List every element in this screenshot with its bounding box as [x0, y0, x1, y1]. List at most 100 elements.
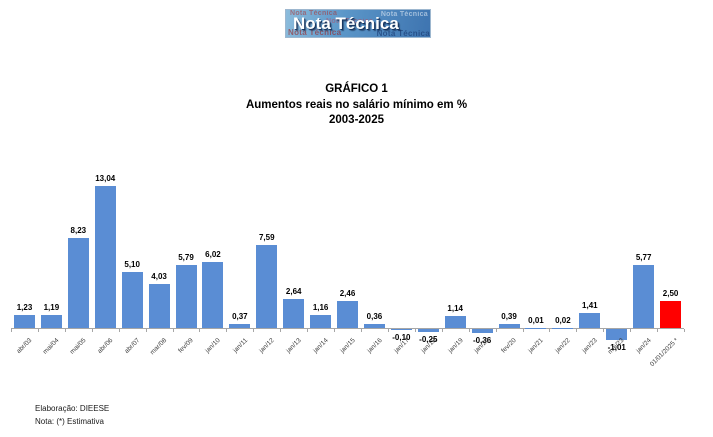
chart-title-block: GRÁFICO 1 Aumentos reais no salário míni… [0, 82, 713, 129]
bar-value-label: 1,16 [312, 303, 329, 313]
bar-value-label: 4,03 [151, 272, 167, 282]
x-axis-tick [468, 329, 470, 332]
x-axis-tick [387, 329, 389, 332]
x-axis-tick [603, 329, 605, 332]
bar-value-label: 2,46 [339, 289, 356, 299]
x-axis-tick [576, 329, 578, 332]
bar-value-label: 13,04 [95, 173, 116, 183]
x-axis-label: jan/11 [231, 337, 249, 355]
x-axis-label: jan/14 [312, 337, 330, 355]
chart-bar-abr/06 [94, 185, 116, 328]
bar-value-label: 2,50 [662, 288, 679, 298]
logo-title: Nota Técnica [293, 14, 399, 33]
bar-value-label: 0,36 [366, 312, 383, 322]
x-axis-tick [37, 329, 39, 332]
x-axis-label: jan/13 [285, 337, 303, 355]
x-axis-label: fev/20 [500, 337, 519, 355]
chart-bar-jan/24 [633, 265, 655, 328]
chart-bar-mai/05 [67, 238, 89, 328]
footer-notes: Elaboração: DIEESE Nota: (*) Estimativa [35, 402, 109, 428]
chart-bar-jan/10 [202, 262, 224, 328]
bar-value-label: 5,79 [178, 252, 194, 262]
x-axis-label: jan/23 [581, 337, 599, 355]
chart-bar-jan/20 [471, 329, 493, 333]
x-axis-tick [414, 329, 416, 332]
chart-bar-jan/14 [310, 315, 332, 328]
x-axis-tick [495, 329, 497, 332]
x-axis-tick [549, 329, 551, 332]
bar-value-label: 5,10 [124, 260, 140, 270]
bar-value-label: 1,14 [447, 303, 463, 313]
x-axis-label: jan/22 [554, 337, 572, 355]
bar-value-label: 2,64 [285, 287, 302, 297]
x-axis-line [11, 328, 685, 329]
bar-value-label: -1,01 [607, 343, 626, 352]
x-axis-label: abr/03 [15, 337, 34, 355]
x-axis-tick [118, 329, 120, 332]
x-axis-label: jan/12 [258, 337, 276, 355]
chart-bar-abr/07 [121, 272, 143, 328]
bar-value-label: 8,23 [70, 226, 87, 236]
bar-value-label: 0,02 [555, 315, 571, 325]
chart-bar-jan/17 [390, 329, 412, 331]
x-axis-tick [684, 329, 686, 332]
x-axis-label: jan/24 [635, 337, 653, 355]
x-axis-tick [522, 329, 524, 332]
x-axis-label: abr/07 [123, 337, 142, 355]
chart-bar-jan/18 [417, 329, 439, 332]
chart-bar-jan/11 [229, 323, 251, 328]
bar-value-label: 1,23 [16, 302, 33, 312]
x-axis-tick [64, 329, 66, 332]
x-axis-label: jan/16 [365, 337, 384, 355]
chart-bar-mar/08 [148, 284, 170, 328]
x-axis-tick [334, 329, 336, 332]
estimate-note: Nota: (*) Estimativa [35, 417, 104, 426]
x-axis-label: jan/21 [527, 337, 545, 355]
bar-value-label: 6,02 [205, 250, 221, 260]
x-axis-label: abr/06 [96, 337, 115, 355]
chart-title-line1: GRÁFICO 1 [325, 83, 388, 95]
x-axis-tick [361, 329, 362, 332]
x-axis-tick [11, 329, 13, 332]
chart-bar-jan/21 [525, 327, 547, 328]
chart-bar-abr/03 [14, 314, 35, 328]
x-axis-label: mai/05 [68, 337, 88, 356]
chart-bar-mai/23 [606, 329, 628, 340]
chart-bar-jan/15 [337, 301, 359, 328]
chart-title-line2: Aumentos reais no salário mínimo em % [245, 98, 468, 111]
chart-title-line3: 2003-2025 [329, 114, 384, 126]
x-axis-tick [253, 329, 255, 332]
bar-value-label: 5,77 [635, 253, 652, 263]
x-axis-label: 01/01/2025 * [648, 337, 680, 369]
x-axis-tick [226, 329, 228, 332]
chart-bar-fev/20 [498, 323, 520, 328]
bar-value-label: 1,41 [582, 300, 598, 310]
chart-bar-jan/23 [579, 312, 601, 328]
chart-bar-jan/12 [256, 245, 278, 328]
x-axis-label: fev/09 [177, 337, 195, 355]
x-axis-label: mar/08 [148, 337, 169, 357]
bar-value-label: 0,39 [501, 311, 517, 321]
bar-value-label: 7,59 [258, 233, 275, 243]
chart-bar-jan/13 [283, 299, 305, 328]
chart-bar-jan/16 [363, 324, 385, 328]
x-axis-tick [441, 329, 443, 332]
chart-bar-jan/19 [444, 315, 466, 328]
x-axis-tick [91, 329, 93, 332]
x-axis-tick [280, 329, 282, 332]
x-axis-tick [307, 329, 309, 332]
chart-bar-01/01/2025 * [660, 300, 682, 328]
x-axis-label: mai/04 [41, 337, 61, 356]
bar-value-label: 0,01 [528, 315, 544, 325]
x-axis-tick [199, 329, 201, 332]
chart-bar-jan/22 [552, 327, 574, 328]
x-axis-tick [630, 329, 632, 332]
source-note: Elaboração: DIEESE [35, 404, 110, 413]
x-axis-tick [657, 329, 659, 332]
x-axis-tick [145, 329, 147, 332]
x-axis-label: jan/15 [339, 337, 357, 355]
bar-value-label: -0,25 [419, 334, 438, 344]
x-axis-label: jan/10 [204, 337, 222, 355]
